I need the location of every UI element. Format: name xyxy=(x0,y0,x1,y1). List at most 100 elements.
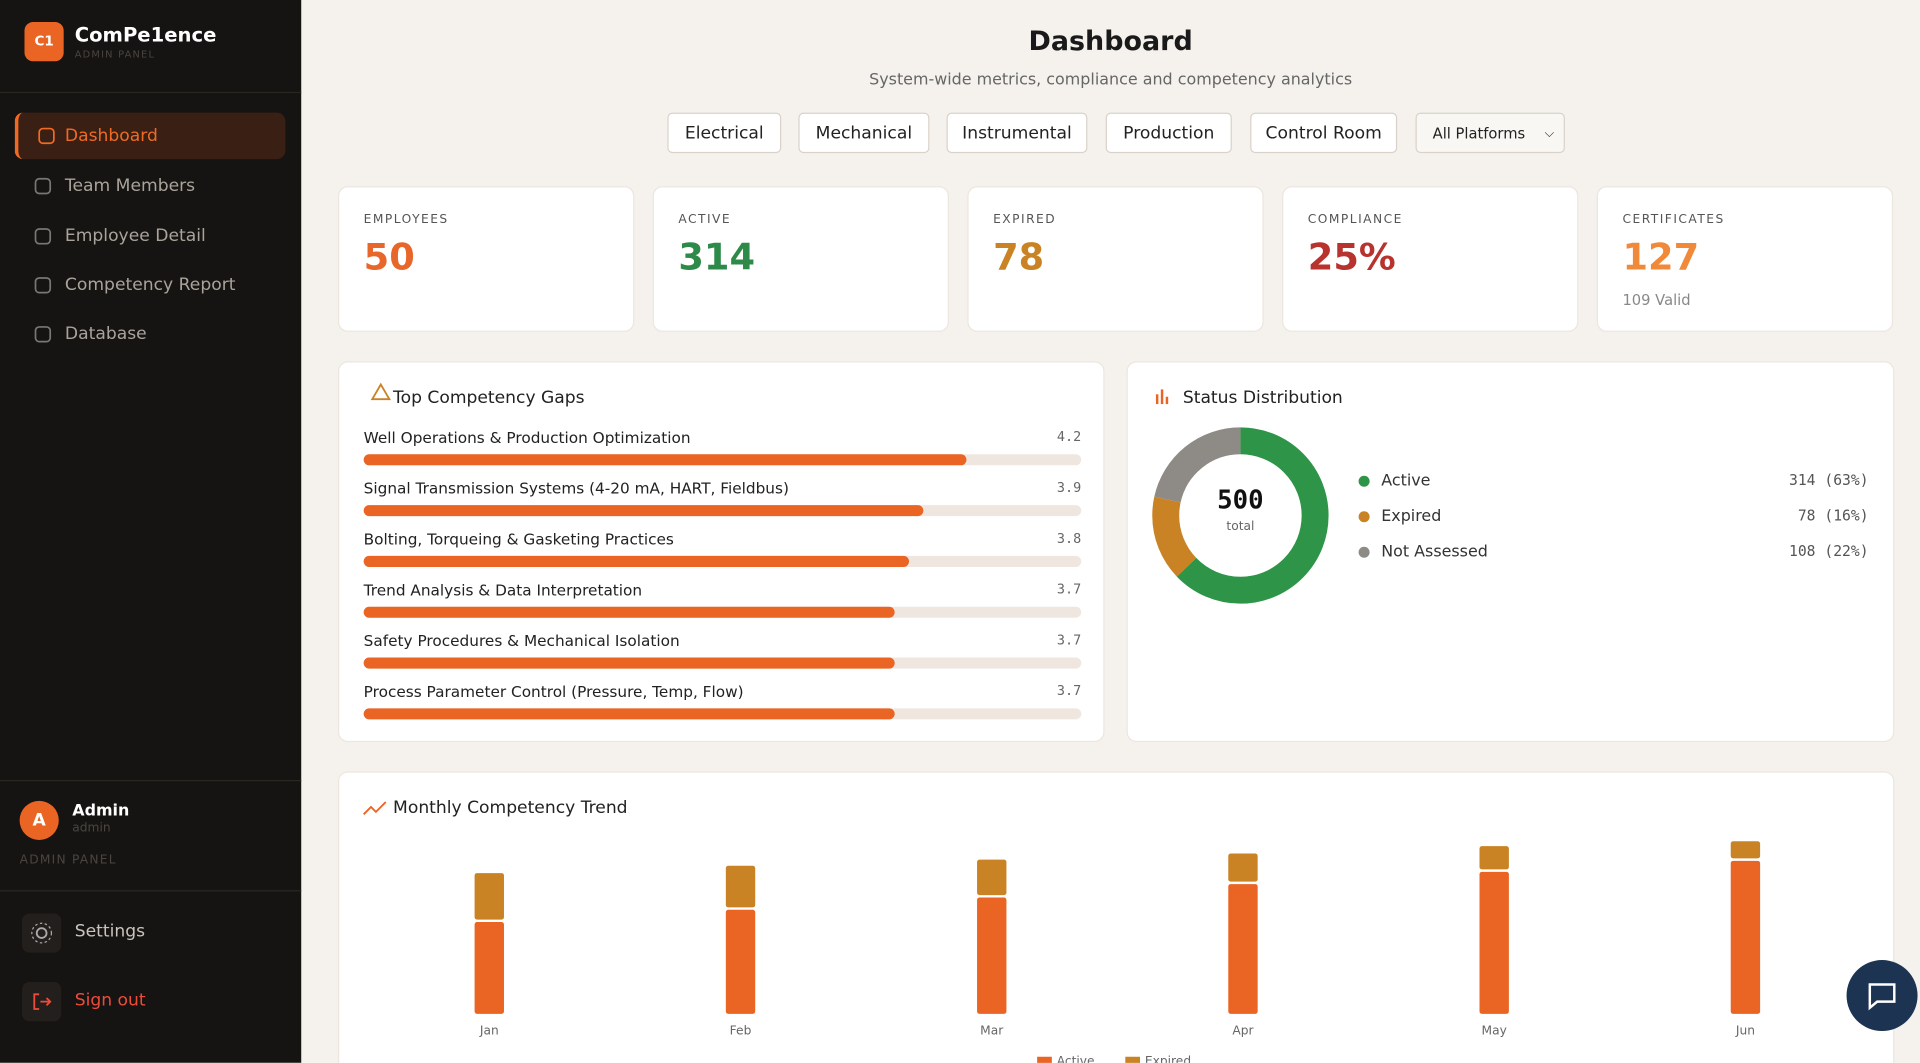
bar xyxy=(474,922,504,1014)
icon xyxy=(34,177,52,195)
stat-note: 109 Valid xyxy=(1622,291,1691,309)
bar-label: Trend Analysis & Data Interpretation xyxy=(363,581,642,599)
nav-item[interactable]: Competency Report xyxy=(15,262,286,309)
trend-card: Monthly Competency Trend Jan Feb Mar Apr May J… xyxy=(337,771,1895,1063)
bar xyxy=(363,606,895,618)
nav-label: Employee Detail xyxy=(64,226,206,247)
icon-shape xyxy=(34,277,52,294)
icon xyxy=(1155,389,1169,405)
bar xyxy=(1228,884,1258,1014)
nav-item[interactable]: Dashboard xyxy=(14,112,286,160)
page-title: Dashboard xyxy=(1028,26,1193,58)
nav-item[interactable]: Employee Detail xyxy=(15,213,286,260)
icon xyxy=(363,801,387,815)
icon xyxy=(38,127,55,145)
divider xyxy=(0,780,302,782)
bar xyxy=(725,865,756,908)
bar xyxy=(977,859,1007,896)
stat-label: CERTIFICATES xyxy=(1622,213,1725,227)
stat-label: EXPIRED xyxy=(993,213,1057,227)
stat-card: EMPLOYEES 50 xyxy=(337,186,635,332)
icon xyxy=(34,326,52,343)
x-tick-label: Jan xyxy=(479,1024,499,1038)
filter-button[interactable]: Production xyxy=(1105,112,1232,154)
legend-value: 314 (63%) xyxy=(1789,472,1869,489)
value-label: 3.7 xyxy=(1057,684,1081,699)
bar xyxy=(363,454,967,466)
icon-shape xyxy=(34,228,52,245)
bar-label: Safety Procedures & Mechanical Isolation xyxy=(364,632,680,650)
settings[interactable]: Settings xyxy=(74,922,146,942)
center-value: 500 xyxy=(1217,485,1263,515)
x-tick-label: Apr xyxy=(1232,1024,1254,1038)
user-role: admin xyxy=(72,821,111,836)
bar xyxy=(363,657,895,669)
stat-label: EMPLOYEES xyxy=(363,213,449,227)
filter-button[interactable]: Electrical xyxy=(667,112,782,154)
stat-card: CERTIFICATES 127 109 Valid xyxy=(1596,186,1894,332)
legend-label: Not Assessed xyxy=(1381,542,1488,561)
chart-title: Status Distribution xyxy=(1183,388,1343,408)
platform-select[interactable]: All Platforms ⌵ xyxy=(1415,112,1565,154)
icon xyxy=(370,382,391,401)
legend-dot xyxy=(1358,546,1370,558)
bar xyxy=(1228,853,1258,882)
stat-label: COMPLIANCE xyxy=(1307,213,1403,227)
select-text: All Platforms xyxy=(1432,124,1526,143)
brand-sub: ADMIN PANEL xyxy=(74,48,156,61)
stat-label: ACTIVE xyxy=(678,213,732,227)
divider xyxy=(0,91,302,94)
brand: ComPe1ence xyxy=(74,23,217,47)
x-tick-label: Jun xyxy=(1735,1024,1755,1038)
bar-label: Bolting, Torqueing & Gasketing Practices xyxy=(364,531,674,549)
bar xyxy=(363,708,895,720)
logo[interactable]: C1 xyxy=(24,22,64,62)
bar xyxy=(1730,860,1761,1014)
gaps-card: Top Competency Gaps Well Operations & Pro… xyxy=(337,361,1105,743)
stat-card: COMPLIANCE 25% xyxy=(1282,186,1579,332)
nav-item[interactable]: Team Members xyxy=(15,163,286,210)
legend-swatch xyxy=(1037,1056,1052,1063)
status-chart: Status Distribution Active 314 (63%) Expire… xyxy=(1152,388,1869,604)
stat-card: ACTIVE 314 xyxy=(652,186,949,332)
bar xyxy=(363,505,924,517)
sidebar: C1 ComPe1ence ADMIN PANEL Dashboard Team … xyxy=(0,0,302,1063)
legend-dot xyxy=(1358,511,1370,523)
chart-title: Monthly Competency Trend xyxy=(393,798,628,818)
signout-icon xyxy=(22,982,62,1022)
legend-value: 78 (16%) xyxy=(1798,508,1869,525)
legend-swatch xyxy=(1125,1056,1141,1063)
stat-card: EXPIRED 78 xyxy=(967,186,1264,332)
bar xyxy=(474,873,504,920)
bar-label: Well Operations & Production Optimizatio… xyxy=(364,429,691,447)
filter-button[interactable]: Instrumental xyxy=(946,112,1088,154)
stat-value: 78 xyxy=(993,236,1045,280)
chart-title: Top Competency Gaps xyxy=(392,388,585,408)
donut-segment xyxy=(1152,427,1329,604)
icon xyxy=(1868,983,1896,1011)
bar xyxy=(1479,871,1509,1014)
bar-label: Process Parameter Control (Pressure, Tem… xyxy=(364,683,744,701)
stat-value: 127 xyxy=(1622,236,1700,280)
legend-dot xyxy=(1358,475,1370,487)
icon xyxy=(34,277,52,294)
x-tick-label: May xyxy=(1482,1024,1507,1038)
legend-label: Active xyxy=(1057,1054,1095,1063)
filter-button[interactable]: Mechanical xyxy=(798,112,930,154)
filter-button[interactable]: Control Room xyxy=(1250,112,1398,154)
bar xyxy=(725,909,756,1014)
page-subtitle: System-wide metrics, compliance and comp… xyxy=(869,71,1353,90)
chevron: ⌵ xyxy=(1544,127,1554,141)
nav-label: Dashboard xyxy=(64,126,158,146)
value-label: 3.9 xyxy=(1057,481,1081,496)
icon xyxy=(33,993,52,1010)
nav-label: Team Members xyxy=(64,176,196,196)
sign-out[interactable]: Sign out xyxy=(74,990,146,1011)
avatar[interactable]: A xyxy=(19,800,59,841)
stat-value: 50 xyxy=(363,236,415,280)
legend-label: Active xyxy=(1381,471,1430,490)
nav-item[interactable]: Database xyxy=(15,311,286,358)
bar xyxy=(363,555,910,567)
chat-button[interactable] xyxy=(1846,960,1918,1032)
